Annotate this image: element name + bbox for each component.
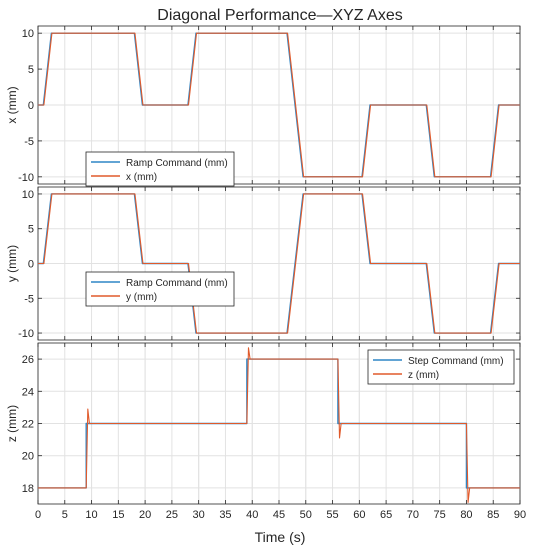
chart-title: Diagonal Performance—XYZ Axes bbox=[157, 7, 402, 24]
x-tick-label: 10 bbox=[85, 509, 97, 521]
y-tick-label: 5 bbox=[28, 64, 34, 76]
x-tick-label: 55 bbox=[326, 509, 338, 521]
x-tick-label: 20 bbox=[139, 509, 151, 521]
x-axis-label: Time (s) bbox=[255, 529, 306, 545]
legend: Ramp Command (mm) x (mm) bbox=[85, 151, 235, 187]
y-tick-label: 0 bbox=[28, 100, 34, 112]
x-tick-label: 85 bbox=[487, 509, 499, 521]
y-tick-label: -5 bbox=[24, 136, 34, 148]
x-tick-label: 45 bbox=[273, 509, 285, 521]
series-line-actual bbox=[38, 193, 520, 334]
panel-x: -10 -5 0 5 10 x (mm) Ramp Command (mm) x (mm) bbox=[5, 25, 521, 187]
x-tick-label: 5 bbox=[62, 509, 68, 521]
y-tick-label: 26 bbox=[22, 354, 34, 366]
x-tick-label: 35 bbox=[219, 509, 231, 521]
y-axis-label: y (mm) bbox=[5, 245, 19, 282]
x-tick-label: 25 bbox=[166, 509, 178, 521]
series-line-actual bbox=[38, 32, 520, 178]
y-tick-label: -10 bbox=[18, 328, 34, 340]
y-tick-label: 10 bbox=[22, 28, 34, 40]
legend-label: Ramp Command (mm) bbox=[126, 278, 228, 289]
x-tick-label: 50 bbox=[300, 509, 312, 521]
legend-label: y (mm) bbox=[126, 292, 157, 303]
x-tick-label: 40 bbox=[246, 509, 258, 521]
y-tick-label: 24 bbox=[22, 386, 34, 398]
x-tick-label: 65 bbox=[380, 509, 392, 521]
y-tick-label: 22 bbox=[22, 419, 34, 431]
legend: Ramp Command (mm) y (mm) bbox=[85, 271, 235, 307]
legend-box bbox=[85, 271, 235, 307]
panel-y: -10 -5 0 5 10 y (mm) Ramp Command (mm) y (mm) bbox=[5, 186, 521, 341]
y-tick-label: 5 bbox=[28, 224, 34, 236]
x-tick-label: 30 bbox=[193, 509, 205, 521]
y-tick-label: -10 bbox=[18, 172, 34, 184]
y-tick-label: 18 bbox=[22, 483, 34, 495]
legend-label: Step Command (mm) bbox=[408, 356, 504, 367]
x-tick-label: 75 bbox=[434, 509, 446, 521]
legend-label: z (mm) bbox=[408, 370, 439, 381]
x-tick-label: 70 bbox=[407, 509, 419, 521]
y-tick-label: -5 bbox=[24, 293, 34, 305]
y-tick-label: 0 bbox=[28, 259, 34, 271]
legend: Step Command (mm) z (mm) bbox=[367, 349, 515, 385]
x-tick-label: 0 bbox=[35, 509, 41, 521]
panel-z: 18 20 22 24 26 0 5 10 15 20 25 30 35 40 45 50 55 60 65 70 75… bbox=[5, 342, 526, 521]
legend-label: Ramp Command (mm) bbox=[126, 158, 228, 169]
legend-box bbox=[367, 349, 515, 385]
legend-label: x (mm) bbox=[126, 172, 157, 183]
y-tick-label: 20 bbox=[22, 451, 34, 463]
x-tick-label: 15 bbox=[112, 509, 124, 521]
x-tick-label: 60 bbox=[353, 509, 365, 521]
legend-box bbox=[85, 151, 235, 187]
y-axis-label: z (mm) bbox=[5, 405, 19, 442]
x-tick-label: 90 bbox=[514, 509, 526, 521]
y-tick-label: 10 bbox=[22, 189, 34, 201]
series-line-actual bbox=[38, 347, 520, 503]
y-axis-label: x (mm) bbox=[5, 86, 19, 123]
x-tick-label: 80 bbox=[460, 509, 472, 521]
